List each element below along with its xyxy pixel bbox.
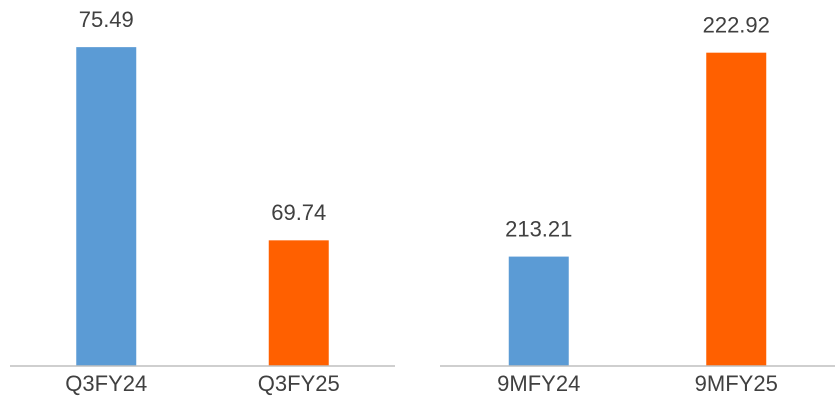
bar [706,52,767,367]
bar [76,47,137,367]
bar [268,240,329,366]
x-tick-label: Q3FY25 [258,371,340,396]
bar [508,256,569,366]
value-label: 222.92 [703,12,770,37]
value-label: 75.49 [79,7,134,32]
value-label: 69.74 [271,200,326,225]
x-tick-label: Q3FY24 [65,371,147,396]
x-tick-label: 9MFY24 [497,371,580,396]
x-tick-label: 9MFY25 [695,371,778,396]
value-label: 213.21 [505,216,572,241]
